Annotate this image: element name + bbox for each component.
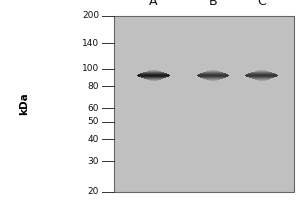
Text: 50: 50 bbox=[88, 117, 99, 126]
Text: 200: 200 bbox=[82, 11, 99, 21]
Text: B: B bbox=[209, 0, 217, 8]
Text: 80: 80 bbox=[88, 82, 99, 91]
Text: 30: 30 bbox=[88, 157, 99, 166]
Text: 140: 140 bbox=[82, 39, 99, 48]
Text: 40: 40 bbox=[88, 135, 99, 144]
Text: 20: 20 bbox=[88, 188, 99, 196]
Text: C: C bbox=[257, 0, 266, 8]
Text: 100: 100 bbox=[82, 64, 99, 73]
Bar bbox=[114, 16, 294, 192]
Text: kDa: kDa bbox=[19, 93, 29, 115]
Text: 60: 60 bbox=[88, 104, 99, 113]
Text: A: A bbox=[149, 0, 158, 8]
